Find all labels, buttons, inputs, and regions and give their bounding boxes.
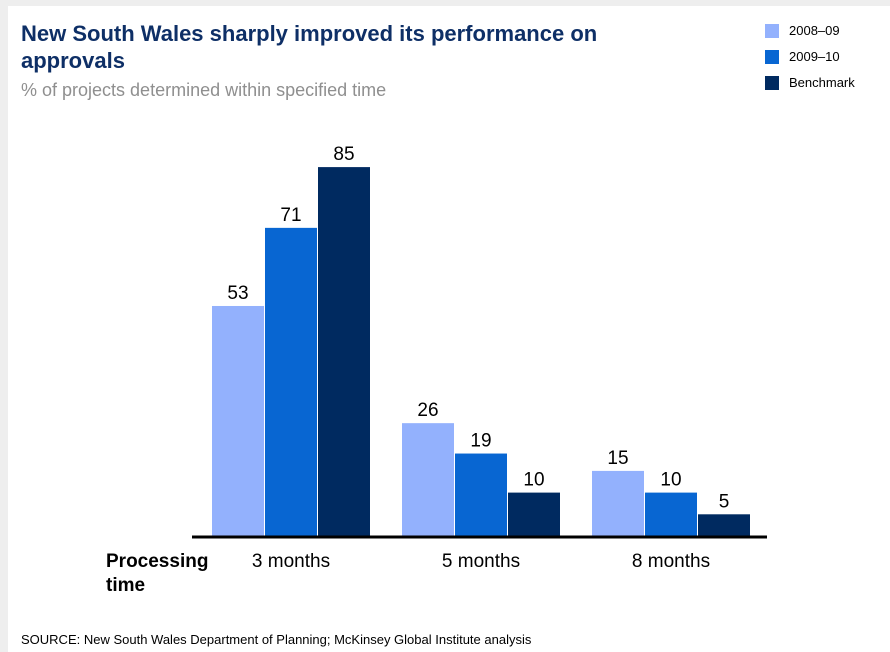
- bar-2009-10-8-months: [645, 492, 697, 536]
- bar-2009-10-3-months: [265, 227, 317, 537]
- category-label-5-months: 5 months: [442, 551, 520, 572]
- value-label-benchmark-8-months: 5: [719, 491, 730, 512]
- x-axis-title: Processing time: [106, 551, 208, 596]
- chart-title: New South Wales sharply improved its per…: [21, 21, 598, 73]
- legend: 2008–09 2009–10 Benchmark: [765, 22, 855, 100]
- legend-swatch-2008-09: [765, 23, 779, 38]
- legend-swatch-2009-10: [765, 49, 779, 64]
- legend-swatch-benchmark: [765, 75, 779, 90]
- chart-subtitle: % of projects determined within specifie…: [21, 80, 387, 100]
- bar-2008-09-5-months: [402, 423, 454, 536]
- category-label-3-months: 3 months: [252, 551, 330, 572]
- value-label-2008-09-5-months: 26: [417, 400, 438, 421]
- bar-2008-09-8-months: [592, 470, 644, 536]
- legend-label-benchmark: Benchmark: [789, 75, 855, 90]
- value-label-benchmark-3-months: 85: [333, 144, 354, 165]
- value-label-benchmark-5-months: 10: [523, 470, 544, 491]
- category-label-8-months: 8 months: [632, 551, 710, 572]
- value-label-2009-10-8-months: 10: [660, 470, 681, 491]
- value-label-2008-09-3-months: 53: [227, 283, 248, 304]
- bar-2008-09-3-months: [212, 305, 264, 536]
- value-label-2009-10-3-months: 71: [280, 205, 301, 226]
- chart-panel: [8, 6, 890, 652]
- value-label-2009-10-5-months: 19: [470, 431, 491, 452]
- legend-item-benchmark: Benchmark: [765, 74, 855, 91]
- bar-2009-10-5-months: [455, 453, 507, 536]
- bar-benchmark-8-months: [698, 514, 750, 536]
- bar-benchmark-3-months: [318, 167, 370, 536]
- legend-item-2008-09: 2008–09: [765, 22, 855, 39]
- source-note: SOURCE: New South Wales Department of Pl…: [21, 632, 532, 647]
- value-label-2008-09-8-months: 15: [607, 448, 628, 469]
- legend-label-2008-09: 2008–09: [789, 23, 840, 38]
- legend-label-2009-10: 2009–10: [789, 49, 840, 64]
- bar-benchmark-5-months: [508, 492, 560, 536]
- legend-item-2009-10: 2009–10: [765, 48, 855, 65]
